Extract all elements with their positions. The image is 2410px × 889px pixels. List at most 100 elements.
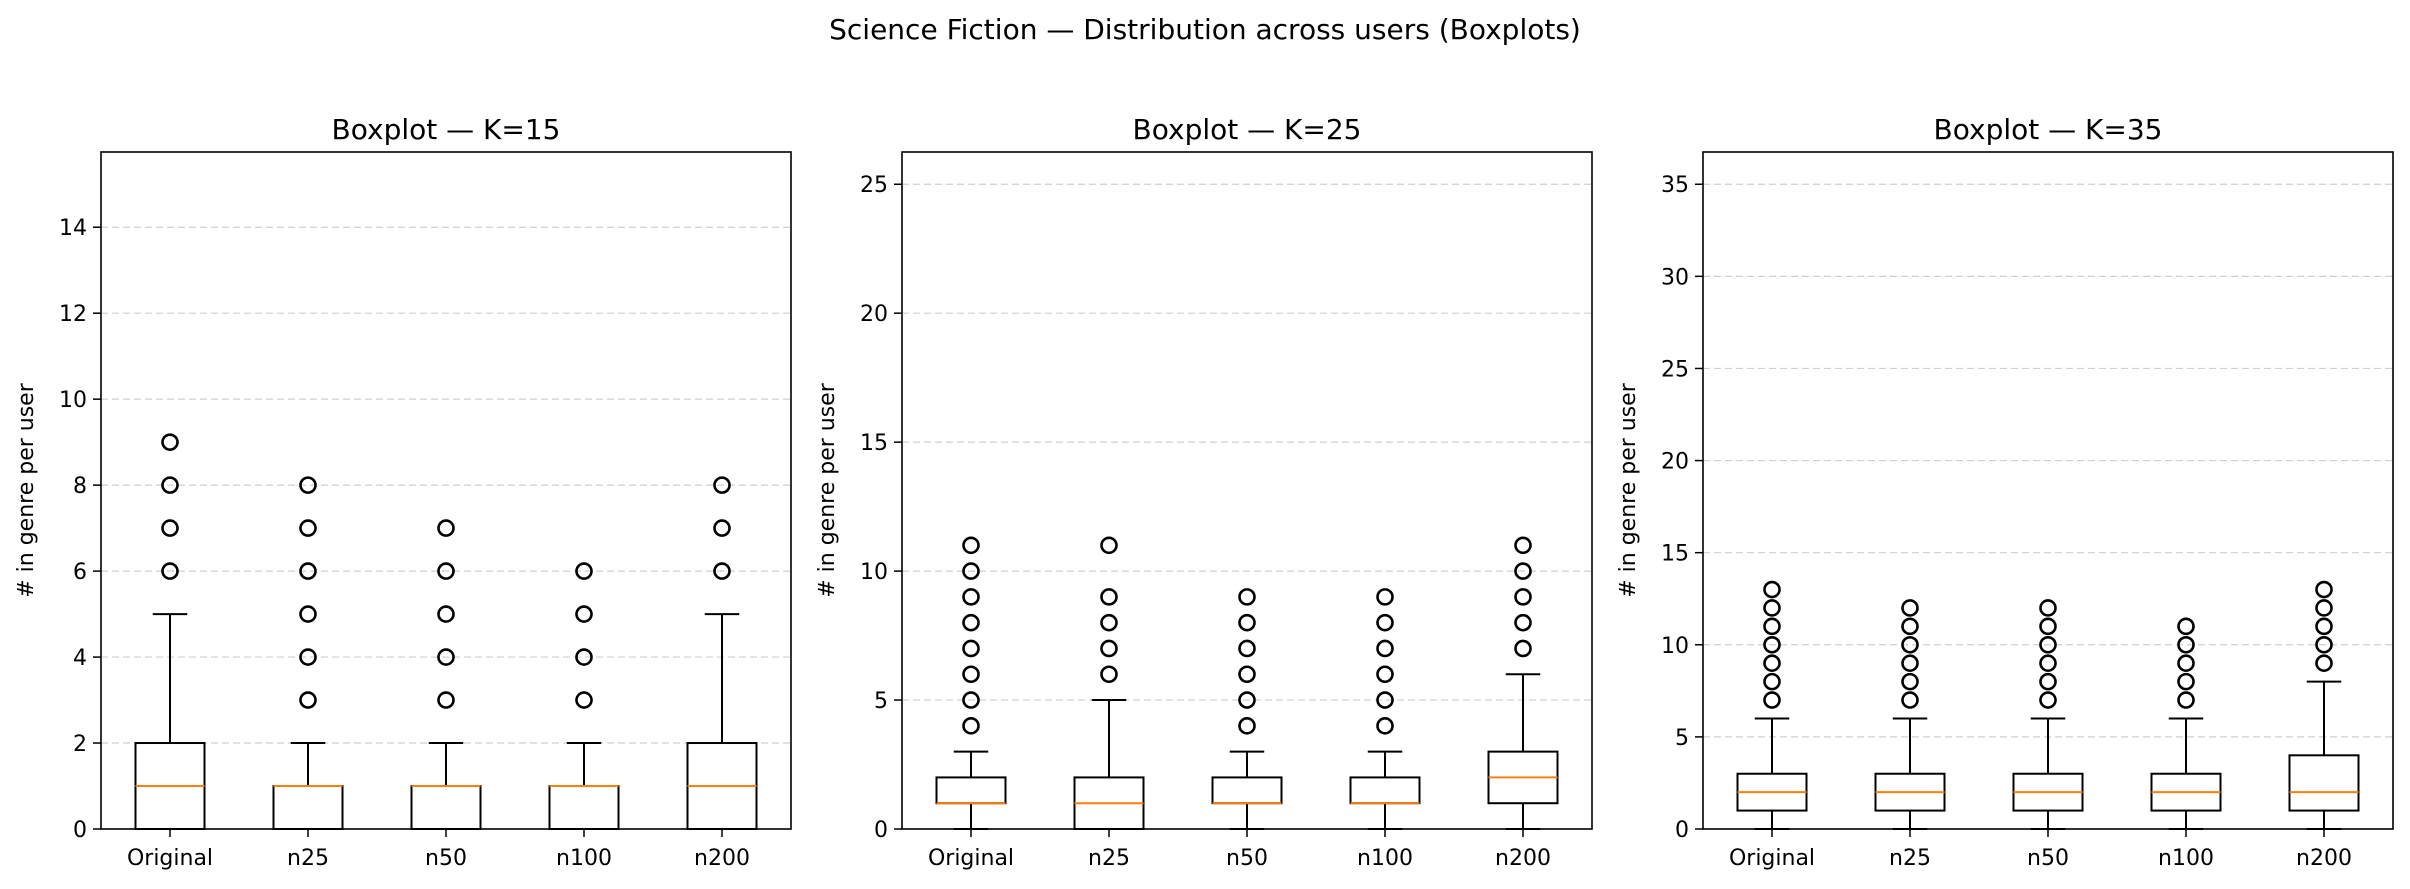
outlier-point [299, 691, 317, 709]
y-tick-label: 0 [1675, 818, 1689, 843]
y-tick-label: 15 [1661, 542, 1689, 567]
outlier-point [962, 588, 980, 606]
box-iqr [410, 785, 482, 830]
outlier-point [962, 665, 980, 684]
y-tick-label: 30 [1661, 265, 1689, 290]
outlier-point [962, 639, 980, 658]
outlier-point [2315, 599, 2333, 617]
x-tick-label: Original [1729, 846, 1815, 871]
outlier-point [2039, 635, 2057, 654]
y-axis-label: # in genre per user [1616, 382, 1641, 597]
outlier-point [1238, 588, 1256, 606]
outlier-point [1763, 654, 1781, 673]
outlier-point [962, 691, 980, 709]
outlier-point [299, 605, 317, 623]
outlier-point [1376, 691, 1394, 709]
outlier-point [2039, 654, 2057, 673]
box-Original: Original [1729, 580, 1815, 871]
box-n100: n100 [1349, 588, 1421, 871]
box-n50: n50 [1211, 588, 1283, 871]
outlier-point [1100, 613, 1118, 632]
outlier-point [1763, 617, 1781, 636]
outlier-point [713, 519, 731, 537]
box-n50: n50 [410, 519, 482, 871]
outlier-point [1100, 536, 1118, 555]
y-tick-label: 10 [59, 388, 87, 413]
y-tick-label: 0 [874, 818, 888, 843]
outlier-point [437, 648, 455, 666]
panel-title: Boxplot — K=25 [1133, 113, 1362, 146]
axes-frame [100, 151, 792, 830]
axes-frame [1702, 151, 2394, 830]
x-tick-label: Original [127, 846, 213, 871]
outlier-point [437, 519, 455, 537]
outlier-point [1238, 639, 1256, 658]
y-tick-label: 25 [860, 173, 888, 198]
outlier-point [713, 562, 731, 580]
x-tick-label: Original [928, 846, 1014, 871]
box-n25: n25 [272, 476, 344, 871]
outlier-point [962, 536, 980, 555]
outlier-point [1763, 580, 1781, 599]
box-iqr [1349, 776, 1421, 805]
y-tick-label: 0 [73, 818, 87, 843]
outlier-point [713, 476, 731, 494]
x-tick-label: n100 [556, 846, 612, 871]
y-axis-label: # in genre per user [14, 382, 39, 597]
outlier-point [1901, 672, 1919, 691]
box-Original: Original [127, 433, 213, 871]
x-tick-label: n200 [2296, 846, 2352, 871]
outlier-point [1376, 717, 1394, 735]
y-tick-label: 6 [73, 560, 87, 585]
outlier-point [2177, 672, 2195, 691]
y-tick-label: 20 [860, 302, 888, 327]
boxplot-panel-1: Original n25 n50 n100 n200 0 2 4 6 8 10 12 14 Boxplot… [14, 113, 792, 871]
box-iqr [272, 785, 344, 830]
outlier-point [575, 691, 593, 709]
outlier-point [1376, 639, 1394, 658]
outlier-point [1514, 562, 1532, 580]
y-tick-label: 12 [59, 302, 87, 327]
outlier-point [1763, 691, 1781, 709]
panel-title: Boxplot — K=35 [1934, 113, 2163, 146]
y-tick-label: 20 [1661, 450, 1689, 475]
outlier-point [575, 648, 593, 666]
outlier-point [2039, 617, 2057, 636]
outlier-point [161, 562, 179, 580]
outlier-point [575, 562, 593, 580]
outlier-point [1763, 635, 1781, 654]
outlier-point [1238, 717, 1256, 735]
box-iqr [2288, 754, 2360, 812]
box-n25: n25 [1073, 536, 1145, 871]
x-tick-label: n100 [2158, 846, 2214, 871]
box-iqr [548, 785, 620, 830]
outlier-point [299, 562, 317, 580]
outlier-point [2039, 691, 2057, 709]
outlier-point [1238, 613, 1256, 632]
outlier-point [1901, 691, 1919, 709]
outlier-point [2177, 635, 2195, 654]
outlier-point [1100, 665, 1118, 684]
y-tick-label: 10 [1661, 634, 1689, 659]
box-n100: n100 [548, 562, 620, 871]
box-n100: n100 [2150, 617, 2222, 871]
outlier-point [299, 648, 317, 666]
y-tick-label: 2 [73, 732, 87, 757]
boxplot-panel-2: Original n25 n50 n100 n200 0 5 10 15 20 25 Boxplot … [815, 113, 1593, 871]
y-tick-label: 35 [1661, 173, 1689, 198]
outlier-point [1100, 639, 1118, 658]
outlier-point [1901, 635, 1919, 654]
outlier-point [299, 519, 317, 537]
y-tick-label: 5 [874, 689, 888, 714]
x-tick-label: n50 [1226, 846, 1268, 871]
outlier-point [962, 613, 980, 632]
y-tick-label: 10 [860, 560, 888, 585]
outlier-point [1514, 588, 1532, 606]
outlier-point [2315, 654, 2333, 673]
y-tick-label: 5 [1675, 726, 1689, 751]
box-n200: n200 [686, 476, 758, 871]
outlier-point [437, 691, 455, 709]
outlier-point [1901, 654, 1919, 673]
box-iqr [935, 776, 1007, 805]
